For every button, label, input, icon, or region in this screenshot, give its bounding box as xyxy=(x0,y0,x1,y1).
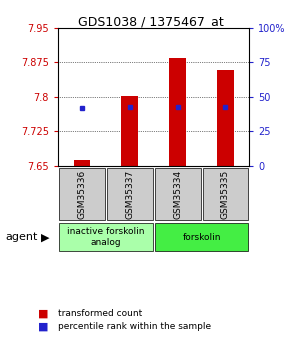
Text: agent: agent xyxy=(6,232,38,242)
Text: GSM35337: GSM35337 xyxy=(125,169,134,219)
Bar xyxy=(155,168,201,220)
Bar xyxy=(217,70,234,166)
Text: forskolin: forskolin xyxy=(182,233,221,242)
Bar xyxy=(74,160,90,166)
Text: ■: ■ xyxy=(38,322,48,332)
Bar xyxy=(202,168,249,220)
Text: GSM35334: GSM35334 xyxy=(173,169,182,219)
Text: percentile rank within the sample: percentile rank within the sample xyxy=(58,322,211,331)
Bar xyxy=(155,224,249,251)
Bar xyxy=(59,224,153,251)
Text: ▶: ▶ xyxy=(41,232,49,242)
Bar xyxy=(169,58,186,166)
Text: ■: ■ xyxy=(38,309,48,319)
Text: inactive forskolin
analog: inactive forskolin analog xyxy=(67,227,145,247)
Text: GDS1038 / 1375467_at: GDS1038 / 1375467_at xyxy=(78,16,224,29)
Text: transformed count: transformed count xyxy=(58,309,142,318)
Bar xyxy=(122,96,138,166)
Bar xyxy=(59,168,105,220)
Text: GSM35335: GSM35335 xyxy=(221,169,230,219)
Text: GSM35336: GSM35336 xyxy=(77,169,86,219)
Bar xyxy=(107,168,153,220)
